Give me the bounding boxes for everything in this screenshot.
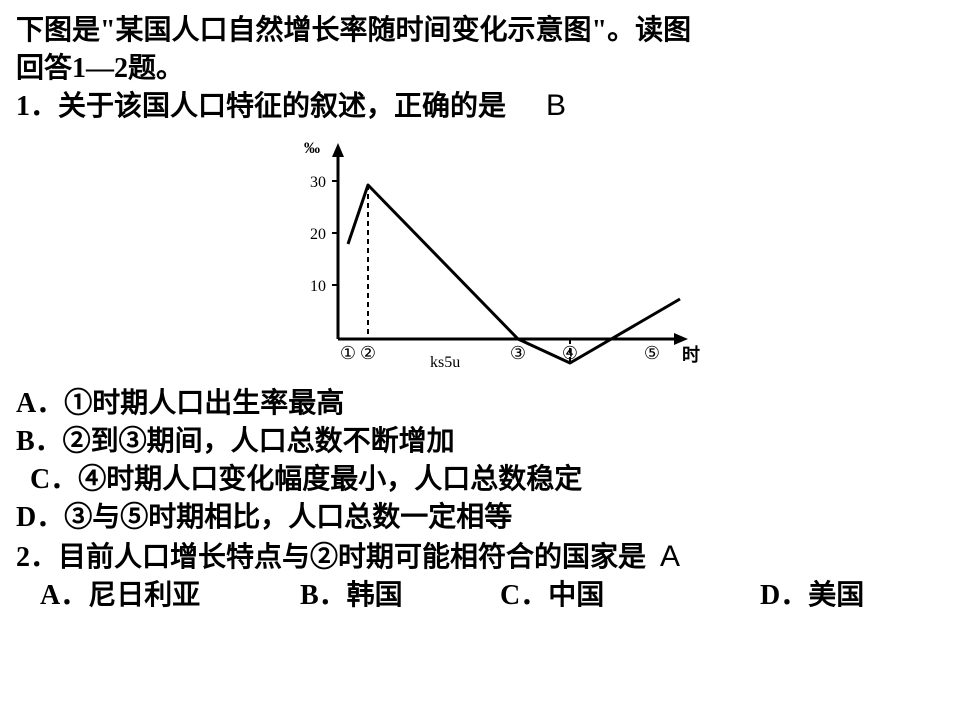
q1-answer: B: [546, 89, 566, 123]
svg-text:时间: 时间: [682, 345, 700, 365]
q1-option-d: D．③与⑤时期相比，人口总数一定相等: [16, 499, 944, 537]
q2-options-row: A．尼日利亚 B．韩国 C．中国 D．美国: [16, 577, 944, 615]
chart-container: 30 20 10 ‰ ①② ③ ④ ⑤ 时间 ks5u: [16, 129, 944, 379]
svg-text:③: ③: [510, 343, 526, 363]
q2-option-b: B．韩国: [300, 577, 500, 615]
q2-option-a: A．尼日利亚: [40, 577, 300, 615]
population-growth-chart: 30 20 10 ‰ ①② ③ ④ ⑤ 时间 ks5u: [260, 129, 700, 379]
svg-text:②: ②: [360, 343, 376, 363]
q1-option-c: C．④时期人口变化幅度最小，人口总数稳定: [16, 461, 944, 499]
q2-stem: 2．目前人口增长特点与②时期可能相符合的国家是: [16, 539, 646, 577]
svg-text:④: ④: [562, 343, 578, 363]
q1-option-b: B．②到③期间，人口总数不断增加: [16, 423, 944, 461]
svg-text:①: ①: [340, 343, 356, 363]
q1-stem: 1．关于该国人口特征的叙述，正确的是: [16, 88, 506, 126]
q2-option-d: D．美国: [760, 577, 864, 615]
svg-text:‰: ‰: [304, 140, 320, 157]
svg-text:30: 30: [310, 174, 326, 191]
q2-option-c: C．中国: [500, 577, 760, 615]
svg-text:ks5u: ks5u: [430, 354, 460, 371]
svg-text:⑤: ⑤: [644, 343, 660, 363]
q1-option-a: A．①时期人口出生率最高: [16, 385, 944, 423]
intro-line-2: 回答1—2题。: [16, 50, 944, 88]
svg-text:20: 20: [310, 226, 326, 243]
q2-answer: A: [660, 537, 680, 578]
svg-text:10: 10: [310, 278, 326, 295]
intro-line-1: 下图是"某国人口自然增长率随时间变化示意图"。读图: [16, 12, 944, 50]
